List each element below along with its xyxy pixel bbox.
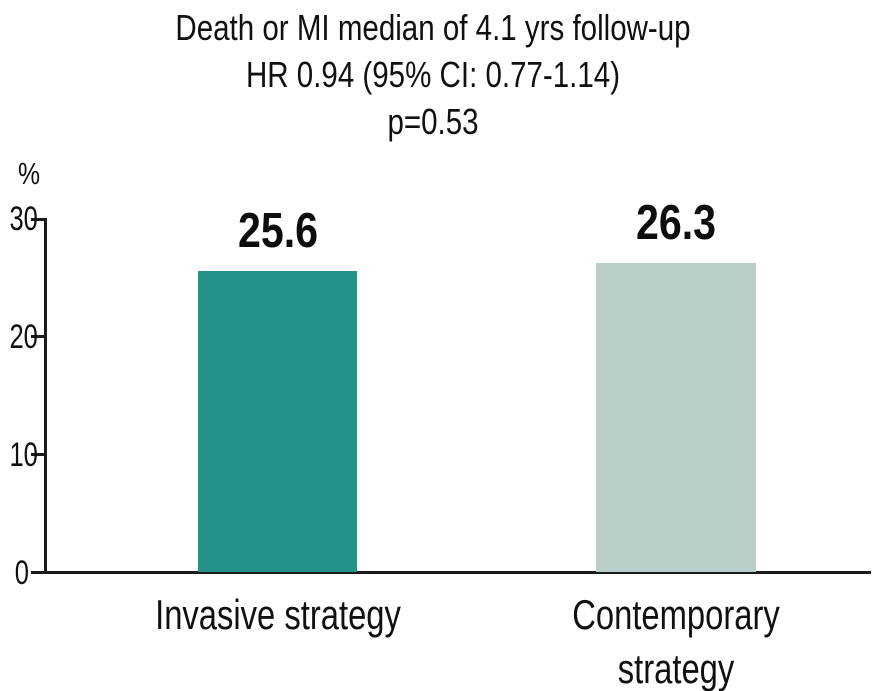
chart-title-line-3: p=0.53	[387, 101, 479, 142]
value-label-contemporary: 26.3	[635, 195, 716, 250]
bar-contemporary-strategy	[595, 262, 756, 573]
y-tick-label-30: 30	[0, 202, 37, 236]
category-label-invasive: Invasive strategy	[154, 591, 401, 638]
category-label-contemporary: Contemporary strategy	[571, 591, 780, 691]
chart-title-line-1: Death or MI median of 4.1 yrs follow-up	[175, 7, 691, 48]
y-tick-label-text: 10	[9, 435, 38, 474]
bar-invasive-strategy	[198, 270, 357, 573]
chart-title-line-2: HR 0.94 (95% CI: 0.77-1.14)	[245, 54, 621, 95]
y-tick-label-0: 0	[0, 556, 29, 590]
y-tick-label-text: 0	[14, 553, 29, 592]
y-tick-label-20: 20	[0, 320, 37, 354]
y-tick-label-text: 30	[9, 200, 38, 238]
chart-title: Death or MI median of 4.1 yrs follow-up …	[175, 4, 690, 145]
y-tick-label-10: 10	[0, 438, 37, 472]
y-tick-mark-30	[31, 217, 44, 221]
value-label-invasive: 25.6	[237, 203, 318, 258]
y-tick-label-text: 20	[9, 317, 38, 356]
y-tick-mark-10	[31, 453, 44, 457]
y-tick-mark-0	[31, 571, 44, 574]
y-axis-unit-label: %	[17, 156, 41, 191]
y-tick-mark-20	[31, 335, 44, 339]
x-axis-line	[44, 571, 871, 574]
y-axis-line	[44, 218, 47, 574]
